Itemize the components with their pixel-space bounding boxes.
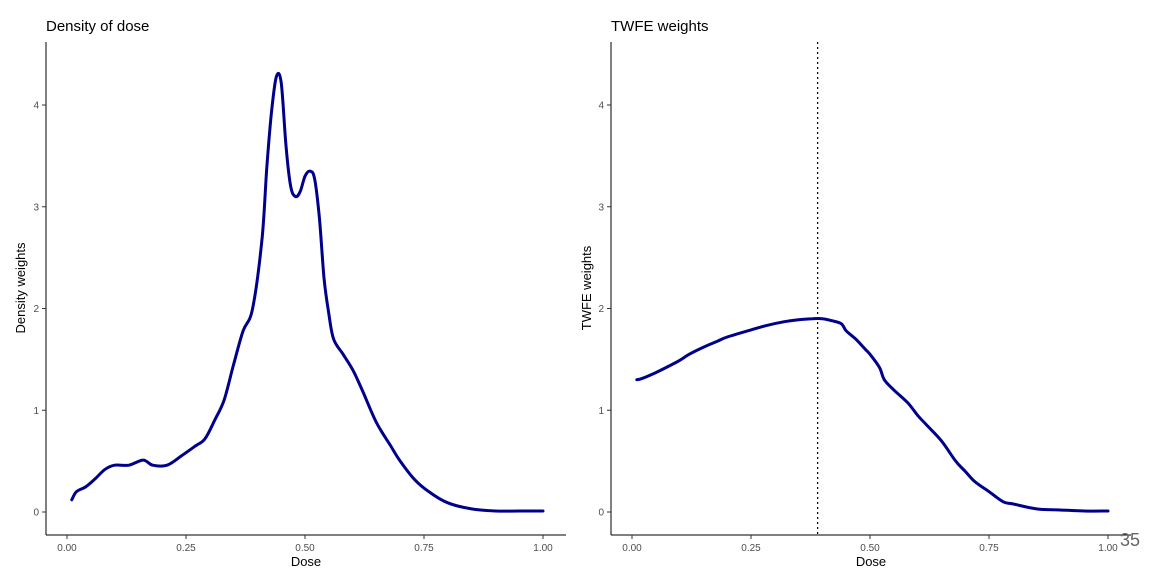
y-tick-label: 0 <box>33 508 39 519</box>
x-tick-label: 0.00 <box>57 543 77 554</box>
y-axis-label: TWFE weights <box>579 245 594 330</box>
y-tick-label: 0 <box>598 508 604 519</box>
x-tick-label: 1.00 <box>533 543 553 554</box>
x-tick-label: 0.00 <box>622 543 642 554</box>
chart-title: TWFE weights <box>611 18 709 35</box>
y-tick-label: 3 <box>33 202 39 213</box>
y-tick-label: 2 <box>33 304 39 315</box>
axis-ticks: 0.00 0.25 0.50 0.75 1.00 0 1 2 3 4 <box>33 101 553 555</box>
x-tick-label: 1.00 <box>1098 543 1118 554</box>
y-tick-label: 4 <box>598 101 604 112</box>
y-tick-label: 2 <box>598 304 604 315</box>
twfe-weights-panel: TWFE weights Dose TWFE weights 0.00 0.25 0… <box>579 18 1131 569</box>
x-tick-label: 0.25 <box>176 543 196 554</box>
y-axis-label: Density weights <box>13 242 28 334</box>
density-curve <box>70 71 545 513</box>
x-tick-label: 0.75 <box>979 543 999 554</box>
x-tick-label: 0.50 <box>860 543 880 554</box>
twfe-weights-curve <box>635 316 1110 513</box>
x-axis-label: Dose <box>856 554 886 569</box>
y-tick-label: 4 <box>33 101 39 112</box>
density-of-dose-panel: Density of dose Dose Density weights 0.0… <box>13 18 566 569</box>
y-tick-label: 3 <box>598 202 604 213</box>
x-axis-label: Dose <box>291 554 321 569</box>
y-tick-label: 1 <box>33 406 39 417</box>
axis-ticks: 0.00 0.25 0.50 0.75 1.00 0 1 2 3 4 <box>598 101 1118 555</box>
x-tick-label: 0.50 <box>295 543 315 554</box>
page-number: 35 <box>1119 530 1140 550</box>
y-tick-label: 1 <box>598 406 604 417</box>
x-tick-label: 0.25 <box>741 543 761 554</box>
chart-title: Density of dose <box>46 18 149 35</box>
x-tick-label: 0.75 <box>414 543 434 554</box>
